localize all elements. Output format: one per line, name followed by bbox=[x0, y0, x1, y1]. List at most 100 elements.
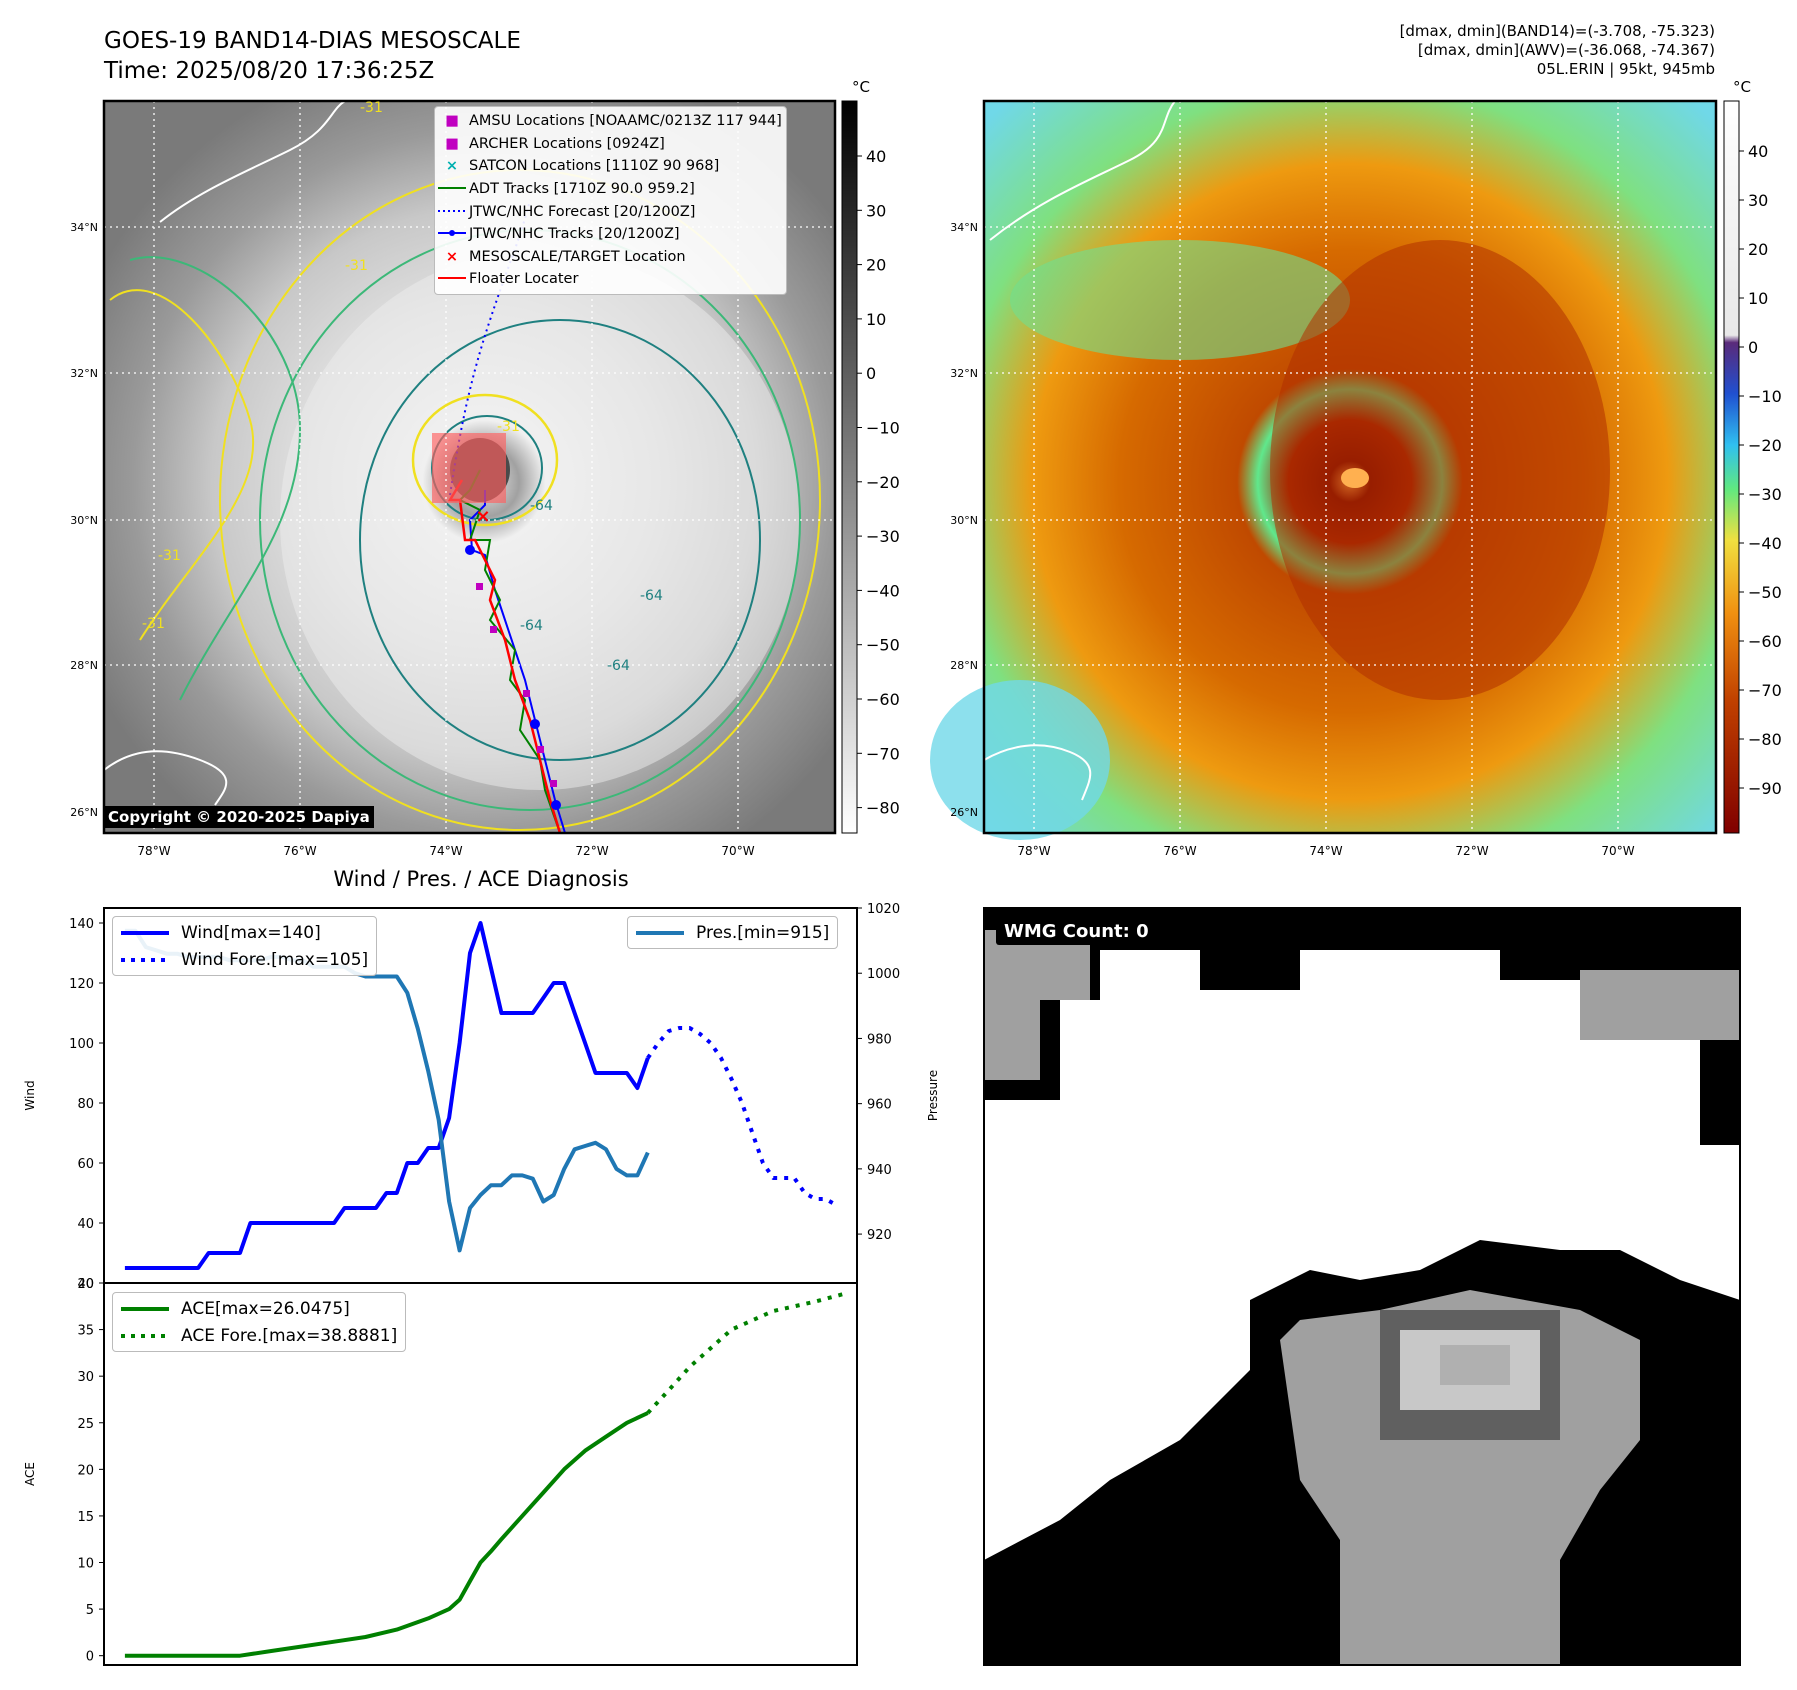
y-right-tick-label: 1000 bbox=[867, 967, 900, 982]
awv-colorbar-unit: °C bbox=[1733, 78, 1751, 96]
title-line-2: Time: 2025/08/20 17:36:25Z bbox=[104, 58, 435, 84]
ace-legend-line bbox=[121, 1306, 169, 1311]
contour-west-band bbox=[109, 289, 255, 641]
colorbar-tick-label: 10 bbox=[866, 310, 886, 329]
y-tick-label: 35 bbox=[77, 1324, 94, 1339]
y-tick-label: 0 bbox=[86, 1650, 94, 1665]
ace-forecast-legend-line bbox=[121, 1333, 169, 1338]
colorbar-tick-label: −10 bbox=[1748, 387, 1782, 406]
series-line bbox=[646, 1291, 848, 1415]
contour-label: -64 bbox=[520, 618, 543, 634]
colorbar-tick-label: 30 bbox=[866, 201, 886, 220]
y-right-tick-label: 980 bbox=[867, 1032, 892, 1047]
ir-legend-entry: × SATCON Locations [1110Z 90 968] bbox=[435, 155, 782, 178]
chart-frame bbox=[103, 1282, 858, 1666]
wmg-panel bbox=[983, 907, 1741, 1666]
lon-label: 78°W bbox=[1017, 844, 1050, 858]
awv-coastlines bbox=[983, 100, 1176, 801]
ace-legend: ACE[max=26.0475] ACE Fore.[max=38.8881] bbox=[112, 1292, 407, 1352]
lat-label: 28°N bbox=[950, 659, 978, 672]
lon-label: 74°W bbox=[1309, 844, 1342, 858]
awv-eye bbox=[1341, 468, 1369, 488]
y-tick-label: 80 bbox=[77, 1097, 94, 1112]
lon-label: 72°W bbox=[1455, 844, 1488, 858]
ir-legend-symbol: ■ bbox=[445, 135, 459, 152]
awv-map-panel bbox=[930, 99, 1718, 840]
pressure-legend-line bbox=[636, 930, 684, 935]
wind-legend-entry: Wind[max=140] bbox=[121, 919, 368, 946]
series-line bbox=[646, 1026, 838, 1207]
title-line-1: GOES-19 BAND14-DIAS MESOSCALE bbox=[104, 28, 521, 54]
awv-colorbar-ticks: 40 30 20 10 0 −10 −20 −30 −40 −50 −60 −70 −80 −90 bbox=[1739, 142, 1782, 798]
y-tick-label: 20 bbox=[77, 1463, 94, 1478]
ace-legend-label: ACE[max=26.0475] bbox=[181, 1298, 350, 1319]
lon-label: 72°W bbox=[575, 844, 608, 858]
awv-colorbar bbox=[1723, 100, 1740, 834]
diagnosis-title: Wind / Pres. / ACE Diagnosis bbox=[333, 867, 628, 891]
coastlines bbox=[103, 100, 346, 806]
pressure-legend-entry: Pres.[min=915] bbox=[636, 919, 829, 946]
ir-legend-symbol bbox=[435, 181, 469, 197]
ace-chart: 0 5 10 15 20 25 30 35 40 ACE bbox=[23, 1277, 858, 1666]
ace-forecast-legend-label: ACE Fore.[max=38.8881] bbox=[181, 1325, 398, 1346]
cold-cloud-shield bbox=[280, 250, 800, 790]
contour-label: -64 bbox=[640, 588, 663, 604]
colorbar-tick-label: −40 bbox=[866, 581, 900, 600]
track-point bbox=[465, 545, 475, 555]
lon-label: 74°W bbox=[429, 844, 462, 858]
colorbar-tick-label: 10 bbox=[1748, 289, 1768, 308]
ace-legend-entry: ACE[max=26.0475] bbox=[121, 1295, 397, 1322]
wmg-frame bbox=[983, 907, 1741, 1666]
ir-legend-symbol: × bbox=[445, 158, 459, 175]
ir-colorbar-ticks: 40 30 20 10 0 −10 −20 −30 −40 −50 −60 −70 −80 bbox=[857, 147, 900, 818]
awv-florida-coast bbox=[983, 744, 1092, 801]
ir-legend-label: SATCON Locations [1110Z 90 968] bbox=[469, 158, 720, 175]
y-right-tick-label: 1020 bbox=[867, 902, 900, 917]
colorbar-tick-label: 40 bbox=[866, 147, 886, 166]
lat-label: 32°N bbox=[950, 367, 978, 380]
contour-label: -64 bbox=[530, 498, 553, 514]
ir-legend-symbol bbox=[435, 226, 469, 242]
ir-legend-label: Floater Locater bbox=[469, 271, 579, 288]
contour-label: -31 bbox=[142, 616, 165, 632]
colorbar-tick-label: 40 bbox=[1748, 142, 1768, 161]
lat-label: 26°N bbox=[950, 806, 978, 819]
contour-label: -64 bbox=[607, 658, 630, 674]
ir-legend-label: JTWC/NHC Tracks [20/1200Z] bbox=[469, 226, 680, 243]
ir-legend-entry: ■ AMSU Locations [NOAAMC/0213Z 117 944] bbox=[435, 110, 782, 133]
colorbar-tick-label: −30 bbox=[1748, 485, 1782, 504]
contour-teal-mid bbox=[359, 319, 761, 761]
awv-moist-southwest bbox=[930, 680, 1110, 840]
amsu-marker bbox=[550, 780, 557, 787]
y-tick-label: 40 bbox=[77, 1217, 94, 1232]
contour-label: -31 bbox=[497, 419, 520, 435]
amsu-marker bbox=[537, 746, 544, 753]
y-axis-label: ACE bbox=[23, 1462, 37, 1486]
y-axis-label: Wind bbox=[23, 1080, 37, 1110]
awv-us-east-coast bbox=[989, 100, 1176, 241]
colorbar-tick-label: 20 bbox=[1748, 240, 1768, 259]
contour-west-band-2 bbox=[129, 256, 302, 701]
y-right-tick-label: 960 bbox=[867, 1098, 892, 1113]
wmg-top-cloud bbox=[984, 908, 1740, 1145]
pressure-legend-label: Pres.[min=915] bbox=[696, 922, 830, 943]
colorbar-tick-label: 30 bbox=[1748, 191, 1768, 210]
track-point bbox=[551, 800, 561, 810]
map-axis-labels: 34°N 32°N 30°N 28°N 26°N 78°W 76°W 74°W 72°W 70°W… bbox=[70, 221, 1634, 858]
colorbar-tick-label: −90 bbox=[1748, 779, 1782, 798]
stats-line-awv: [dmax, dmin](AWV)=(-36.068, -74.367) bbox=[1417, 41, 1715, 59]
ir-legend-entry: ■ ARCHER Locations [0924Z] bbox=[435, 133, 782, 156]
colorbar-tick-label: −60 bbox=[866, 690, 900, 709]
ace-forecast-legend-entry: ACE Fore.[max=38.8881] bbox=[121, 1322, 397, 1349]
contour-label: -31 bbox=[360, 100, 383, 116]
ir-legend-symbol bbox=[435, 204, 469, 220]
y-tick-label: 40 bbox=[77, 1277, 94, 1292]
ir-legend-symbol bbox=[435, 271, 469, 287]
lon-label: 76°W bbox=[1163, 844, 1196, 858]
y-tick-label: 120 bbox=[69, 977, 94, 992]
colorbar-tick-label: −70 bbox=[1748, 681, 1782, 700]
lon-label: 70°W bbox=[721, 844, 754, 858]
colorbar-tick-label: −50 bbox=[1748, 583, 1782, 602]
colorbar-tick-label: 20 bbox=[866, 256, 886, 275]
y-tick-label: 60 bbox=[77, 1157, 94, 1172]
